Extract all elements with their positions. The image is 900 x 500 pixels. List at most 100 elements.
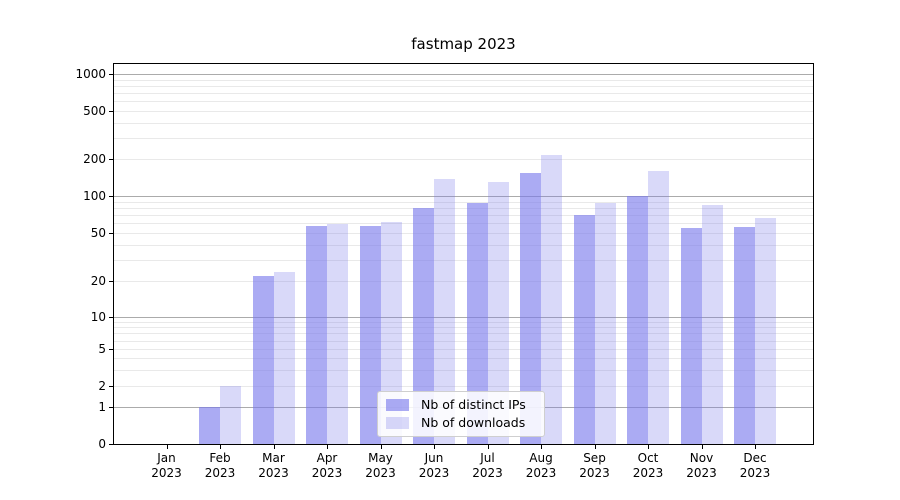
y-tick-label: 20 (90, 274, 106, 289)
x-tick-label: Nov 2023 (686, 451, 717, 480)
bar-downloads (755, 218, 776, 444)
minor-gridline (114, 122, 813, 124)
bar-distinct-ips (359, 225, 381, 444)
bar-downloads (220, 386, 241, 444)
x-tick-mark (594, 445, 596, 449)
x-tick-label: Jan 2023 (151, 451, 182, 480)
x-tick-label: Mar 2023 (258, 451, 289, 480)
legend-swatch-distinct-ips-icon (386, 399, 409, 411)
major-gridline (114, 74, 813, 75)
x-tick-mark (541, 445, 542, 449)
y-tick-label: 1000 (75, 67, 106, 81)
y-tick-mark (109, 349, 114, 350)
y-tick-mark (109, 317, 114, 318)
minor-gridline (114, 137, 813, 139)
y-tick-mark (109, 281, 114, 283)
bar-distinct-ips (573, 214, 595, 444)
bar-distinct-ips (413, 207, 434, 444)
x-tick-label: Feb 2023 (204, 451, 236, 480)
minor-gridline (114, 201, 813, 203)
minor-gridline (114, 232, 813, 234)
minor-gridline (114, 259, 813, 261)
minor-gridline (114, 92, 813, 94)
x-tick-label: Dec 2023 (739, 451, 771, 480)
legend-item-downloads: Nb of downloads (386, 416, 544, 430)
x-tick-mark (166, 445, 168, 449)
minor-gridline (114, 223, 813, 225)
x-tick-label: Sep 2023 (579, 451, 610, 480)
minor-gridline (114, 321, 813, 323)
x-tick-mark (701, 445, 703, 449)
x-tick-label: Jun 2023 (418, 451, 450, 480)
minor-gridline (114, 340, 813, 342)
minor-gridline (114, 333, 813, 335)
y-tick-label: 0 (98, 437, 106, 451)
bar-downloads (273, 271, 295, 444)
y-tick-mark (109, 74, 114, 75)
bar-downloads (487, 182, 509, 444)
bar-downloads (380, 222, 402, 444)
bar-downloads (434, 179, 455, 444)
minor-gridline (114, 369, 813, 371)
y-tick-label: 200 (83, 152, 106, 167)
bar-distinct-ips (627, 196, 648, 444)
major-gridline (114, 317, 813, 318)
bar-distinct-ips (306, 225, 327, 444)
minor-gridline (114, 159, 813, 161)
bar-downloads (701, 205, 723, 444)
x-tick-mark (755, 445, 756, 449)
x-tick-mark (648, 445, 649, 449)
minor-gridline (114, 101, 813, 103)
legend-label-downloads: Nb of downloads (421, 415, 526, 430)
x-tick-label: Aug 2023 (525, 451, 557, 480)
x-tick-mark (327, 445, 328, 449)
major-gridline (114, 196, 813, 197)
y-tick-label: 1 (98, 400, 106, 414)
bar-distinct-ips (252, 276, 274, 444)
x-tick-label: Jul 2023 (472, 451, 503, 480)
y-tick-label: 5 (98, 342, 106, 356)
y-tick-label: 50 (90, 225, 106, 240)
minor-gridline (114, 110, 813, 112)
x-tick-label: Apr 2023 (311, 451, 343, 480)
minor-gridline (114, 207, 813, 209)
legend-item-distinct-ips: Nb of distinct IPs (386, 398, 544, 412)
bar-distinct-ips (734, 226, 755, 444)
minor-gridline (114, 79, 813, 81)
y-tick-mark (109, 407, 114, 408)
bar-downloads (648, 171, 669, 444)
bar-distinct-ips (680, 227, 702, 444)
legend-swatch-downloads-icon (386, 417, 409, 429)
minor-gridline (114, 244, 813, 246)
minor-gridline (114, 349, 813, 350)
y-tick-label: 100 (83, 189, 106, 203)
y-tick-label: 500 (83, 103, 106, 118)
x-tick-mark (220, 445, 221, 449)
x-tick-label: Oct 2023 (632, 451, 664, 480)
y-tick-mark (109, 196, 114, 197)
minor-gridline (114, 327, 813, 329)
minor-gridline (114, 358, 813, 359)
y-tick-label: 10 (90, 310, 106, 324)
bar-distinct-ips (520, 172, 541, 444)
bar-downloads (594, 202, 616, 444)
bar-downloads (327, 223, 348, 444)
y-tick-label: 2 (98, 379, 106, 393)
y-tick-mark (109, 386, 114, 387)
y-tick-mark (109, 110, 114, 112)
y-tick-mark (109, 232, 114, 234)
minor-gridline (114, 214, 813, 216)
bar-distinct-ips (199, 407, 220, 444)
x-tick-mark (434, 445, 435, 449)
x-tick-mark (273, 445, 275, 449)
minor-gridline (114, 386, 813, 387)
bar-distinct-ips (466, 202, 488, 444)
x-tick-label: May 2023 (365, 451, 396, 480)
x-tick-mark (380, 445, 382, 449)
y-tick-mark (109, 159, 114, 161)
minor-gridline (114, 85, 813, 87)
chart-title: fastmap 2023 (411, 35, 516, 53)
minor-gridline (114, 281, 813, 283)
plot-area (113, 63, 814, 445)
